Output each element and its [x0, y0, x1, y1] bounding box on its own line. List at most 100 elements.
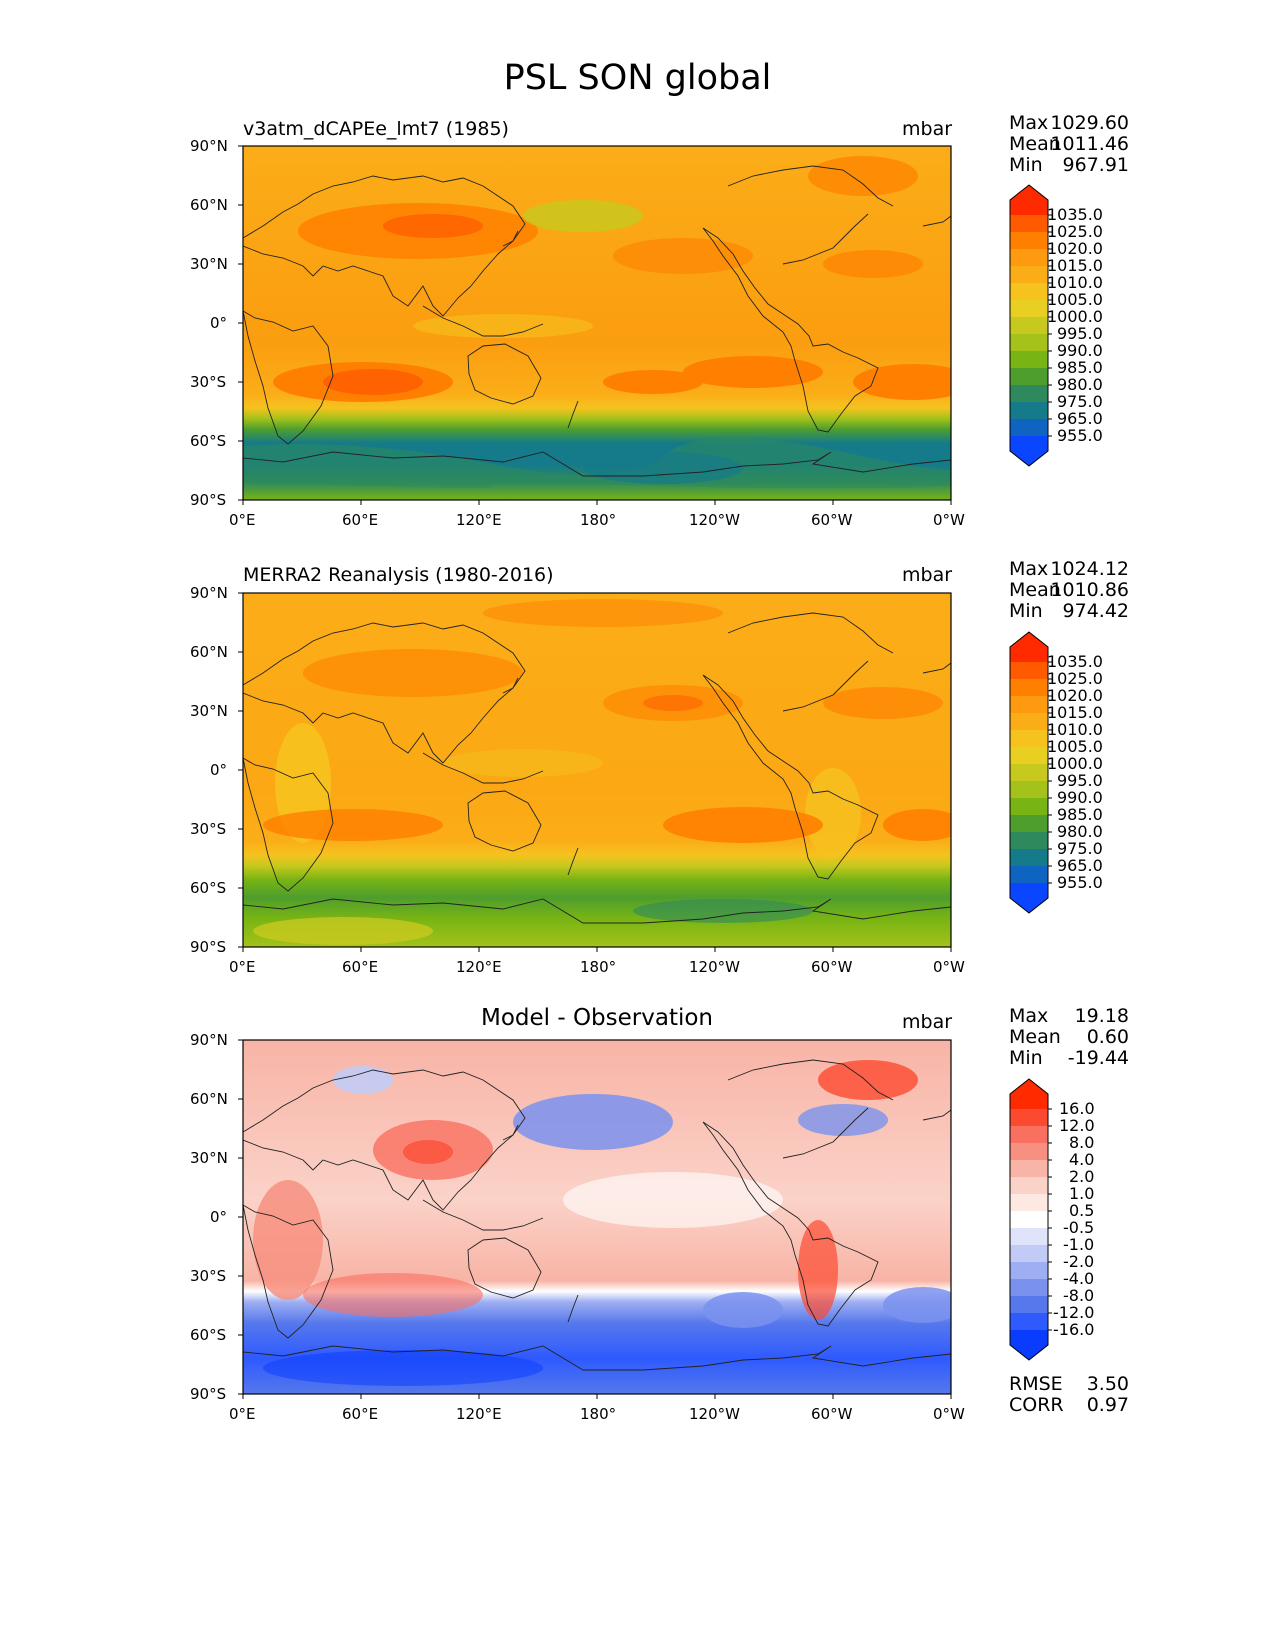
colorbar-swatch — [1010, 679, 1048, 696]
p2-lon-tick: 0°W — [933, 958, 965, 976]
p1-cb-label: 985.0 — [1057, 358, 1103, 377]
p2-stat-value: 1010.86 — [1050, 579, 1129, 601]
colorbar-swatch — [1010, 1109, 1048, 1126]
colorbar-swatch — [1010, 1279, 1048, 1296]
p1-cb-label: 1010.0 — [1047, 273, 1103, 292]
panel-3-title: Model - Observation — [480, 1005, 714, 1031]
p3-lon-tick: 0°E — [229, 1405, 256, 1423]
p1-lon-tick: 120°E — [456, 511, 502, 529]
p3-cb-label: -8.0 — [1063, 1286, 1095, 1305]
p1-cb-label: 1015.0 — [1047, 256, 1103, 275]
colorbar-swatch — [1010, 1160, 1048, 1177]
p2-stat-label: Min — [1009, 600, 1043, 622]
colorbar-extend-max — [1010, 185, 1048, 215]
colorbar-swatch — [1010, 713, 1048, 730]
colorbar-swatch — [1010, 781, 1048, 798]
p2-lat-tick: 30°N — [190, 702, 228, 720]
p3-lon-tick: 60°E — [342, 1405, 379, 1423]
colorbar-swatch — [1010, 1143, 1048, 1160]
p1-cb-label: 965.0 — [1057, 409, 1103, 428]
panel-2-map — [238, 592, 952, 952]
p3-cb-label: 16.0 — [1059, 1099, 1095, 1118]
p3-cb-label: -4.0 — [1063, 1269, 1095, 1288]
p2-lat-tick: 90°N — [190, 584, 228, 602]
p2-cb-label: 985.0 — [1057, 805, 1103, 824]
p1-cb-label: 975.0 — [1057, 392, 1103, 411]
p1-cb-label: 990.0 — [1057, 341, 1103, 360]
colorbar-swatch — [1010, 696, 1048, 713]
colorbar-swatch — [1010, 249, 1048, 266]
panel-3-map — [238, 1039, 952, 1399]
p2-lon-tick: 120°E — [456, 958, 502, 976]
p2-cb-label: 990.0 — [1057, 788, 1103, 807]
p1-stat-label: Max — [1009, 112, 1049, 134]
p1-lat-tick: 90°N — [190, 137, 228, 155]
colorbar-swatch — [1010, 662, 1048, 679]
p3-lat-tick: 90°S — [190, 1385, 227, 1403]
colorbar-swatch — [1010, 747, 1048, 764]
p2-lon-tick: 0°E — [229, 958, 256, 976]
p2-cb-label: 975.0 — [1057, 839, 1103, 858]
p2-lon-tick: 180° — [580, 958, 617, 976]
p3-lat-tick: 60°S — [190, 1326, 227, 1344]
p2-cb-label: 1010.0 — [1047, 720, 1103, 739]
colorbar-swatch — [1010, 283, 1048, 300]
colorbar-swatch — [1010, 1245, 1048, 1262]
p1-lon-tick: 120°W — [689, 511, 740, 529]
p2-stat-value: 1024.12 — [1050, 558, 1129, 580]
p3-stat-label: Max — [1009, 1005, 1049, 1027]
panel-1-colorbar — [1009, 184, 1052, 467]
p1-lat-tick: 30°S — [190, 373, 227, 391]
p2-cb-label: 980.0 — [1057, 822, 1103, 841]
p1-cb-label: 1005.0 — [1047, 290, 1103, 309]
p3-stat-value: 0.60 — [1086, 1026, 1129, 1048]
colorbar-swatch — [1010, 1177, 1048, 1194]
p3-stat-label: Min — [1009, 1047, 1043, 1069]
p2-stat-label: Mean — [1009, 579, 1061, 601]
p2-stat-label: Max — [1009, 558, 1049, 580]
colorbar-swatch — [1010, 730, 1048, 747]
p1-stat-value: 1011.46 — [1050, 133, 1129, 155]
p2-lon-tick: 120°W — [689, 958, 740, 976]
colorbar-extend-min — [1010, 883, 1048, 913]
corr-value: 0.97 — [1086, 1394, 1129, 1416]
p3-lon-tick: 180° — [580, 1405, 617, 1423]
p2-cb-label: 965.0 — [1057, 856, 1103, 875]
colorbar-swatch — [1010, 232, 1048, 249]
p1-cb-label: 995.0 — [1057, 324, 1103, 343]
p1-lon-tick: 180° — [580, 511, 617, 529]
panel-1-map — [238, 145, 952, 505]
colorbar-swatch — [1010, 266, 1048, 283]
p3-lon-tick: 120°W — [689, 1405, 740, 1423]
p1-cb-label: 1025.0 — [1047, 222, 1103, 241]
p2-lat-tick: 0° — [210, 761, 228, 779]
colorbar-extend-min — [1010, 1330, 1048, 1360]
p3-stat-value: -19.44 — [1067, 1047, 1129, 1069]
colorbar-swatch — [1010, 1228, 1048, 1245]
p3-cb-label: -2.0 — [1063, 1252, 1095, 1271]
colorbar-swatch — [1010, 866, 1048, 883]
p2-cb-label: 1005.0 — [1047, 737, 1103, 756]
p1-cb-label: 1000.0 — [1047, 307, 1103, 326]
colorbar-swatch — [1010, 351, 1048, 368]
p3-stat-value: 19.18 — [1074, 1005, 1129, 1027]
p2-cb-label: 1035.0 — [1047, 652, 1103, 671]
colorbar-swatch — [1010, 764, 1048, 781]
p3-cb-label: 4.0 — [1069, 1150, 1095, 1169]
colorbar-extend-max — [1010, 632, 1048, 662]
p3-lat-tick: 30°S — [190, 1267, 227, 1285]
p3-lon-tick: 0°W — [933, 1405, 965, 1423]
p3-lat-tick: 0° — [210, 1208, 228, 1226]
p1-stat-value: 967.91 — [1062, 154, 1129, 176]
p2-cb-label: 1015.0 — [1047, 703, 1103, 722]
colorbar-swatch — [1010, 385, 1048, 402]
figure-title: PSL SON global — [503, 58, 772, 98]
panel-3-colorbar — [1009, 1078, 1052, 1361]
p3-lat-tick: 90°N — [190, 1031, 228, 1049]
panel-3-unit: mbar — [902, 1011, 953, 1033]
rmse-value: 3.50 — [1086, 1373, 1129, 1395]
p2-cb-label: 995.0 — [1057, 771, 1103, 790]
colorbar-swatch — [1010, 1262, 1048, 1279]
p1-cb-label: 1035.0 — [1047, 205, 1103, 224]
p2-lat-tick: 60°S — [190, 879, 227, 897]
